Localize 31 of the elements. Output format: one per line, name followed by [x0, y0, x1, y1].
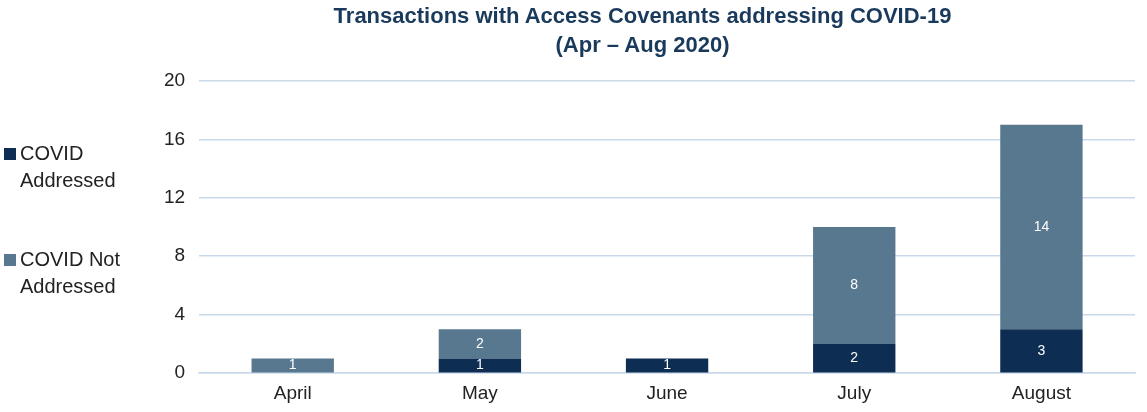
x-tick-label: August: [1011, 381, 1072, 403]
bar: [625, 358, 709, 373]
data-label: 1: [476, 356, 484, 373]
legend-label: COVID Not Addressed: [20, 247, 122, 299]
y-tick-label: 20: [163, 69, 186, 91]
bar: [1000, 329, 1083, 373]
y-tick-label: 16: [163, 127, 186, 149]
bar: [438, 329, 522, 359]
data-label: 2: [850, 349, 859, 366]
data-label: 1: [663, 356, 672, 373]
bar: [438, 358, 522, 373]
bar: [813, 227, 896, 344]
bar: [1000, 124, 1083, 330]
bar: [251, 358, 334, 373]
chart-title: Transactions with Access Covenants addressing COVID-19: [333, 3, 952, 29]
data-label: 14: [1033, 217, 1050, 234]
x-tick-label: April: [273, 381, 312, 403]
x-tick-label: June: [646, 381, 688, 403]
chart-subtitle: (Apr – Aug 2020): [555, 31, 730, 57]
data-label: 1: [288, 356, 297, 373]
legend-label: COVID Addressed: [20, 141, 117, 193]
data-label: 2: [476, 334, 484, 351]
data-label: 3: [1037, 341, 1046, 358]
y-tick-label: 12: [163, 185, 186, 207]
y-tick-label: 4: [174, 302, 186, 324]
x-tick-label: May: [461, 381, 499, 403]
x-tick-label: July: [837, 381, 872, 403]
data-label: 8: [850, 276, 859, 293]
y-tick-label: 0: [174, 361, 186, 383]
bar: [813, 343, 896, 373]
y-tick-label: 8: [174, 244, 186, 266]
